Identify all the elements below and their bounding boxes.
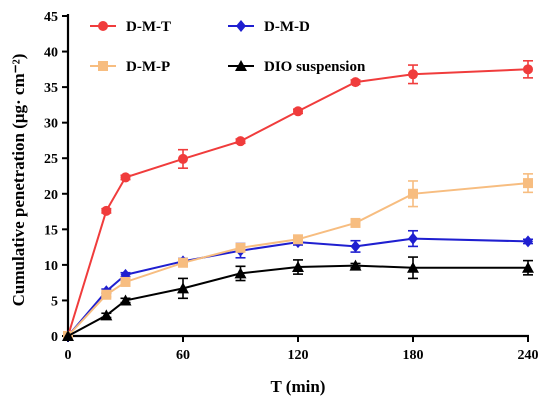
y-tick-label: 25 bbox=[44, 152, 58, 167]
data-point bbox=[177, 282, 189, 294]
series-line bbox=[67, 264, 528, 337]
data-point bbox=[178, 257, 188, 268]
y-tick-label: 0 bbox=[51, 330, 58, 345]
series-layer bbox=[62, 59, 534, 342]
legend-label: D-M-P bbox=[126, 59, 170, 75]
data-point bbox=[523, 178, 533, 189]
x-axis-title: T (min) bbox=[271, 377, 326, 396]
data-point bbox=[292, 261, 304, 273]
series-dio-suspension bbox=[62, 256, 534, 341]
data-point bbox=[523, 64, 533, 75]
legend-marker bbox=[236, 20, 246, 32]
series-line bbox=[67, 237, 529, 337]
series-d-m-p bbox=[63, 173, 533, 341]
data-point bbox=[101, 289, 112, 300]
data-point bbox=[178, 153, 188, 164]
data-point bbox=[407, 261, 419, 273]
x-tick-label: 0 bbox=[65, 348, 72, 363]
data-point bbox=[349, 259, 362, 271]
data-point bbox=[408, 188, 418, 199]
data-point bbox=[523, 235, 533, 248]
legend-marker bbox=[235, 60, 247, 71]
data-point bbox=[293, 234, 303, 245]
y-tick-label: 45 bbox=[44, 10, 58, 25]
data-point bbox=[100, 309, 113, 321]
legend-item: D-M-D bbox=[228, 19, 310, 35]
x-tick-label: 60 bbox=[176, 348, 190, 363]
y-tick-label: 20 bbox=[44, 188, 58, 203]
y-tick-label: 30 bbox=[44, 117, 58, 132]
y-tick-label: 5 bbox=[51, 294, 58, 309]
y-tick-label: 40 bbox=[44, 46, 58, 61]
data-point bbox=[408, 69, 418, 80]
legend-item: D-M-T bbox=[90, 19, 171, 35]
y-tick-label: 10 bbox=[44, 259, 58, 274]
series-d-m-d bbox=[63, 229, 533, 342]
legend-label: D-M-T bbox=[126, 19, 171, 35]
legend-label: D-M-D bbox=[264, 19, 310, 35]
data-point bbox=[408, 232, 418, 245]
legend-item: D-M-P bbox=[90, 59, 170, 75]
legend-marker bbox=[98, 21, 108, 31]
x-ticks: 0 60 120 180 240 bbox=[65, 336, 539, 363]
legend-label: DIO suspension bbox=[264, 59, 366, 75]
data-point bbox=[350, 217, 361, 228]
y-ticks: 0 5 10 15 20 25 30 35 40 45 bbox=[44, 10, 68, 345]
data-point bbox=[62, 330, 74, 341]
data-point bbox=[234, 267, 247, 279]
legend-item: DIO suspension bbox=[228, 59, 366, 75]
y-tick-label: 35 bbox=[44, 81, 58, 96]
legend: D-M-T D-M-D D-M-P DIO suspension bbox=[90, 19, 366, 75]
x-tick-label: 240 bbox=[518, 348, 539, 363]
y-axis-title: Cumulative penetration (μg· cm⁻²) bbox=[9, 54, 28, 307]
data-point bbox=[235, 136, 246, 147]
data-point bbox=[350, 240, 361, 253]
data-point bbox=[120, 172, 131, 183]
data-point bbox=[119, 294, 132, 306]
x-tick-label: 180 bbox=[403, 348, 424, 363]
y-tick-label: 15 bbox=[44, 223, 58, 238]
legend-marker bbox=[98, 61, 108, 71]
data-point bbox=[101, 205, 112, 216]
series-d-m-t bbox=[63, 59, 533, 341]
data-point bbox=[350, 77, 361, 88]
data-point bbox=[120, 276, 131, 287]
x-tick-label: 120 bbox=[288, 348, 309, 363]
data-point bbox=[235, 242, 246, 253]
data-point bbox=[522, 261, 534, 273]
data-point bbox=[293, 106, 303, 117]
